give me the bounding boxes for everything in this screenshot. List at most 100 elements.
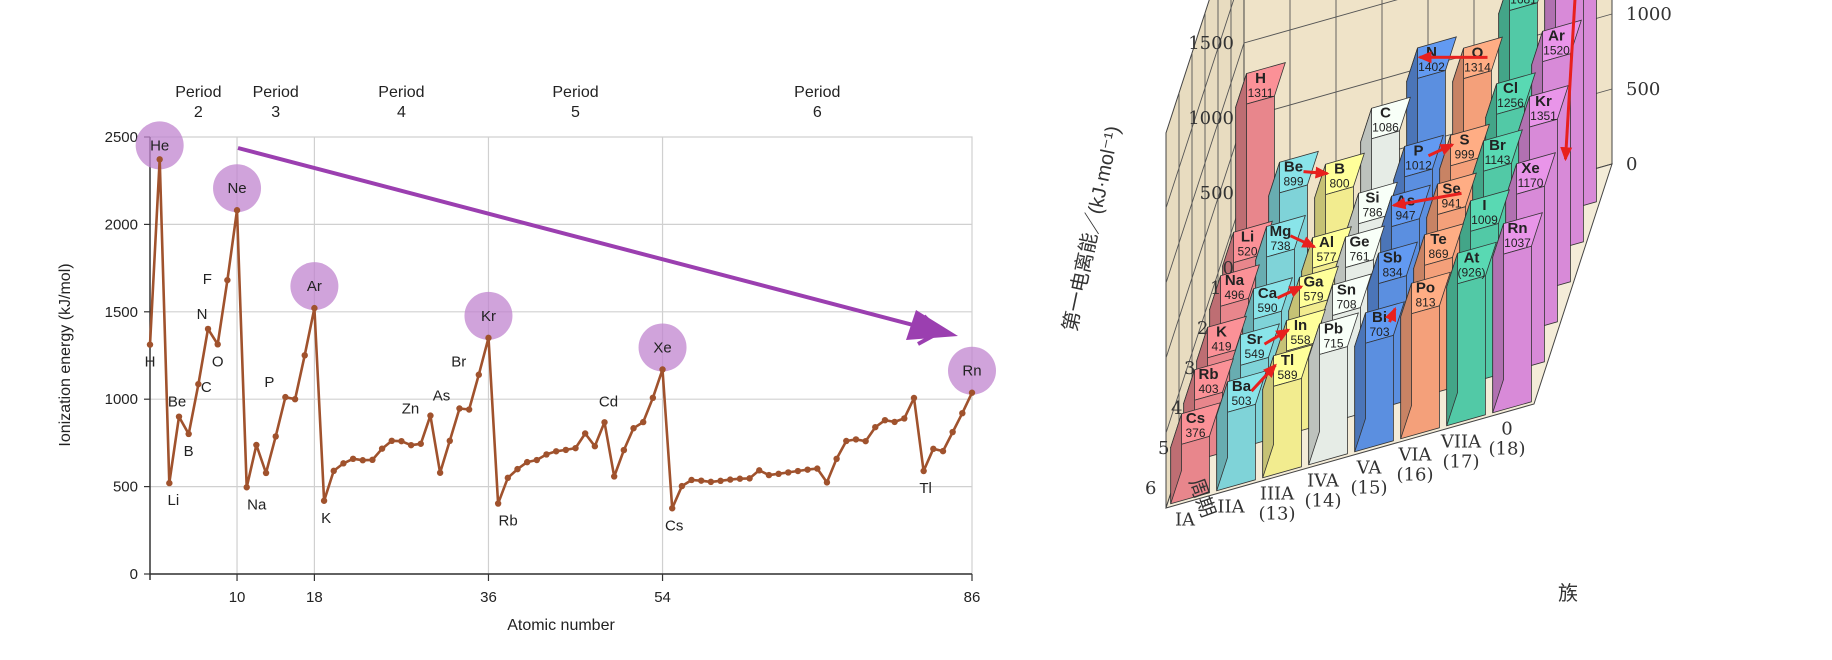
data-point — [533, 456, 541, 464]
bar-symbol-label: P — [1413, 143, 1423, 160]
data-point — [156, 156, 163, 163]
data-point — [243, 484, 250, 491]
data-point — [185, 430, 192, 438]
axes: 0 500 1000 1500 2000 2500 10 18 36 54 86 — [105, 129, 981, 606]
group-tick-label-2: (18) — [1489, 439, 1526, 460]
element-label: Li — [167, 492, 179, 509]
element-label: O — [212, 353, 224, 370]
data-point — [930, 445, 937, 453]
element-label: Tl — [919, 480, 932, 497]
data-point — [891, 418, 898, 426]
y-tick-label: 0 — [130, 566, 138, 583]
data-point — [233, 207, 241, 214]
bar-symbol-label: Cl — [1503, 80, 1518, 97]
bar-value-label: 947 — [1395, 208, 1415, 222]
data-point — [340, 460, 347, 467]
noble-gas-label: Rn — [962, 363, 981, 380]
z-tick-label-right: 500 — [1626, 79, 1660, 100]
bar-symbol-label: Ca — [1258, 285, 1278, 302]
3d-bars: He2372H1311Ne2080F1681O1314N1402C1086B80… — [1170, 0, 1597, 505]
data-point — [166, 479, 173, 487]
x-tick-label: 36 — [480, 589, 497, 606]
data-point — [601, 419, 608, 426]
bar-side — [1492, 223, 1504, 413]
element-label: N — [197, 306, 208, 323]
period-label-line2: 3 — [271, 104, 280, 121]
element-label: Be — [168, 394, 186, 411]
trend-arrow — [1289, 234, 1317, 249]
bar-value-label: 1086 — [1372, 121, 1399, 135]
bar-symbol-label: S — [1459, 132, 1469, 149]
period-label-line2: 4 — [397, 104, 406, 121]
data-point — [494, 500, 502, 507]
bar-value-label: 834 — [1382, 265, 1402, 279]
bar-side — [1262, 355, 1274, 478]
bar-value-label: 419 — [1211, 340, 1231, 354]
y-tick-label: 2000 — [105, 216, 138, 233]
bar-symbol-label: Rn — [1508, 220, 1528, 237]
bar-symbol-label: Be — [1284, 159, 1303, 176]
data-point — [872, 423, 879, 431]
noble-gas-highlights — [135, 121, 996, 395]
data-point — [475, 371, 482, 378]
element-label: Cs — [665, 517, 683, 534]
data-point — [843, 437, 850, 445]
element-label: Br — [451, 354, 466, 371]
group-tick-label-1: IIIA — [1260, 484, 1295, 505]
data-point — [262, 469, 270, 477]
data-point — [552, 448, 560, 455]
bar-value-label: 549 — [1244, 347, 1264, 361]
x-tick-label: 10 — [229, 589, 246, 606]
period-tick-label: 6 — [1145, 478, 1156, 499]
bar-value-label: 589 — [1277, 368, 1297, 382]
bar-symbol-label: Al — [1319, 234, 1334, 251]
bar-value-label: 1520 — [1543, 44, 1570, 58]
bar-value-label: 1311 — [1248, 86, 1274, 100]
bar-value-label: 590 — [1257, 301, 1277, 315]
bar-side — [1170, 413, 1182, 504]
bar-symbol-label: Si — [1365, 190, 1379, 207]
data-point — [581, 430, 589, 437]
element-label: H — [145, 354, 156, 371]
group-tick-label-2: (14) — [1305, 491, 1342, 512]
data-point — [736, 475, 744, 482]
data-point — [504, 474, 512, 482]
bar-value-label: 899 — [1283, 175, 1303, 189]
data-point — [775, 470, 782, 478]
data-point — [910, 394, 918, 402]
bar-value-label: 941 — [1441, 196, 1461, 210]
data-point — [717, 477, 724, 485]
data-point — [446, 437, 453, 445]
bar-symbol-label: Kr — [1535, 93, 1552, 110]
data-point — [939, 447, 947, 455]
bar-3d: At(926) — [1446, 241, 1497, 427]
y-tick-label: 500 — [113, 479, 138, 496]
z-tick-label-right: 0 — [1626, 154, 1637, 175]
trend-arrow — [1427, 143, 1455, 158]
period-label-line1: Period — [378, 84, 424, 101]
z-tick-label: 0 — [1223, 258, 1234, 279]
period-tick-label: 2 — [1197, 318, 1208, 339]
data-point — [291, 396, 299, 403]
data-point — [881, 416, 889, 424]
data-point — [427, 412, 434, 419]
noble-gas-label: Ne — [227, 180, 246, 197]
noble-gas-highlight — [638, 323, 687, 372]
noble-gas-label: Xe — [653, 339, 671, 356]
data-point — [610, 473, 618, 480]
bar-value-label: 577 — [1316, 250, 1336, 264]
bar-symbol-label: Sb — [1383, 249, 1402, 266]
data-point — [688, 476, 695, 484]
trend-arrows — [1250, 0, 1577, 393]
z-axis-title: 第一电离能／(kJ·mol⁻¹) — [1059, 124, 1125, 334]
data-point — [465, 406, 473, 413]
data-point — [224, 276, 231, 284]
bar-symbol-label: H — [1255, 70, 1266, 87]
z-tick-label-right: 1000 — [1626, 4, 1672, 25]
bar-value-label: 715 — [1323, 336, 1343, 350]
element-label: F — [203, 271, 212, 288]
